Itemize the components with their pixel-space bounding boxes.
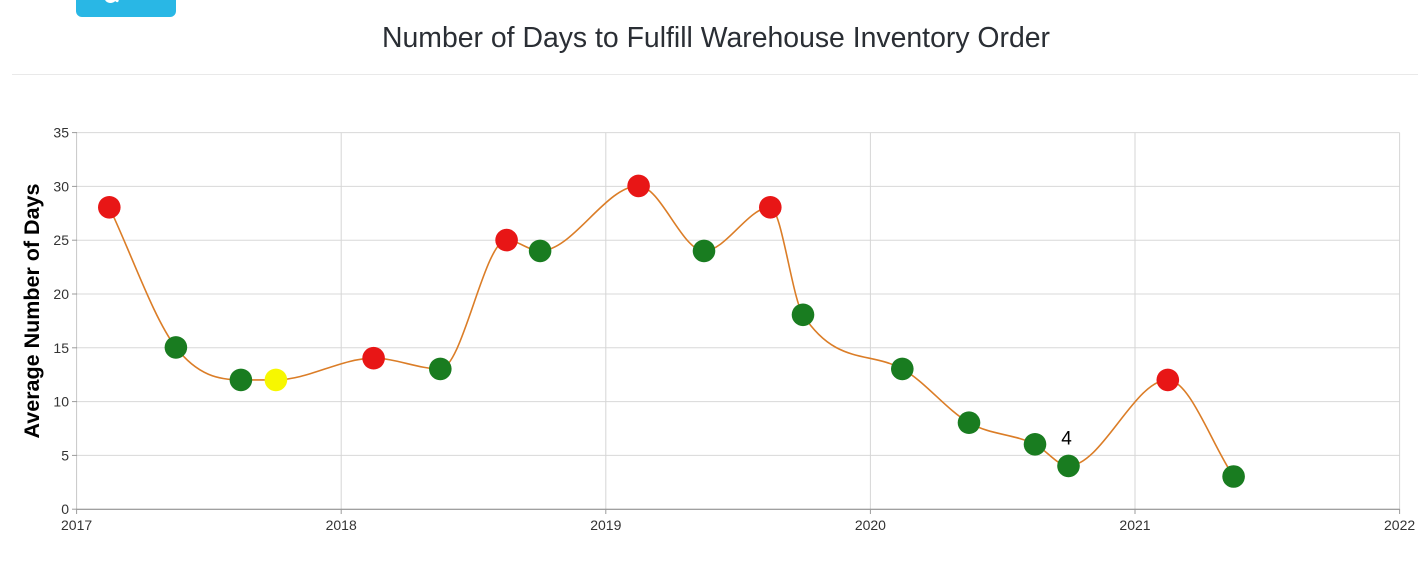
svg-text:2019: 2019 — [590, 517, 621, 533]
svg-text:2017: 2017 — [61, 517, 92, 533]
svg-text:25: 25 — [53, 232, 69, 248]
svg-text:35: 35 — [53, 125, 69, 141]
svg-text:4: 4 — [1061, 428, 1072, 449]
svg-text:2022: 2022 — [1384, 517, 1415, 533]
svg-text:2021: 2021 — [1119, 517, 1150, 533]
svg-text:30: 30 — [53, 178, 69, 194]
svg-text:10: 10 — [53, 394, 69, 410]
svg-text:20: 20 — [53, 286, 69, 302]
svg-text:15: 15 — [53, 340, 69, 356]
svg-text:2018: 2018 — [326, 517, 357, 533]
svg-text:2020: 2020 — [855, 517, 886, 533]
svg-text:5: 5 — [61, 447, 69, 463]
svg-text:0: 0 — [61, 501, 69, 517]
svg-text:Average Number of Days: Average Number of Days — [20, 184, 44, 439]
